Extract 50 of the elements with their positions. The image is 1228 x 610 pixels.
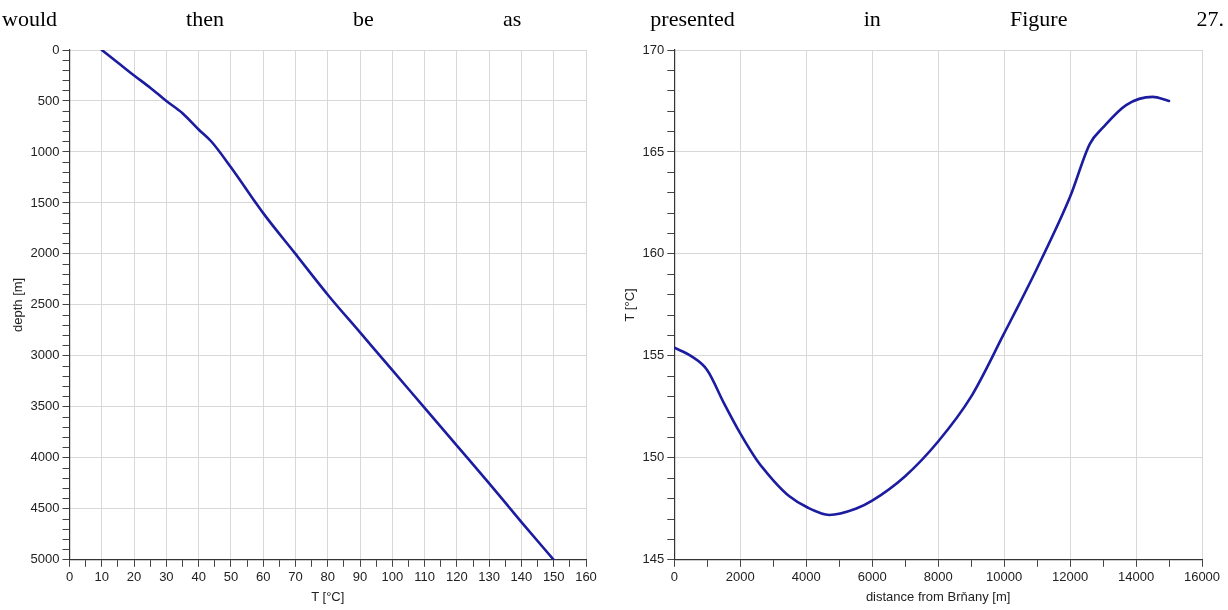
y-tick-label: 4500 <box>30 500 60 516</box>
line-series <box>100 50 556 560</box>
x-tick-label: 110 <box>414 569 435 585</box>
y-tick-label: 145 <box>642 551 665 567</box>
x-axis-title: T [°C] <box>311 588 345 604</box>
x-tick-label: 40 <box>191 569 206 585</box>
y-tick-label: 3000 <box>30 347 60 363</box>
x-tick-label: 0 <box>670 569 678 585</box>
y-tick-label: 2000 <box>30 245 60 261</box>
y-tick-label: 150 <box>642 449 665 465</box>
x-tick-label: 160 <box>575 569 597 585</box>
y-tick-label: 1500 <box>30 194 60 210</box>
y-tick-label: 0 <box>52 41 60 57</box>
x-tick-label: 8000 <box>923 569 953 585</box>
x-tick-label: 120 <box>446 569 468 585</box>
x-tick-label: 0 <box>65 569 74 585</box>
x-tick-label: 16000 <box>1183 569 1221 585</box>
x-tick-label: 12000 <box>1051 569 1089 585</box>
y-tick-label: 5000 <box>30 551 60 567</box>
x-tick-label: 70 <box>288 569 303 585</box>
x-tick-label: 80 <box>320 569 335 585</box>
y-axis-title: depth [m] <box>10 277 26 332</box>
y-tick-label: 500 <box>37 92 60 108</box>
y-tick-label: 4000 <box>30 449 60 465</box>
y-tick-label: 2500 <box>30 296 60 312</box>
x-tick-label: 14000 <box>1117 569 1155 585</box>
x-tick-label: 4000 <box>791 569 821 585</box>
x-tick-label: 20 <box>126 569 142 585</box>
y-tick-label: 165 <box>642 143 665 159</box>
line-series <box>674 95 1171 517</box>
x-tick-label: 30 <box>159 569 174 585</box>
x-tick-label: 60 <box>255 569 271 585</box>
x-tick-label: 10 <box>94 569 110 585</box>
x-tick-label: 150 <box>542 569 565 585</box>
y-tick-label: 1000 <box>30 143 60 159</box>
x-tick-label: 50 <box>223 569 239 585</box>
text: would then be as presented in Figure 27. <box>2 6 1224 32</box>
x-tick-label: 100 <box>381 569 404 585</box>
y-tick-label: 3500 <box>30 398 60 414</box>
x-tick-label: 10000 <box>986 569 1023 585</box>
x-tick-label: 6000 <box>857 569 887 585</box>
x-tick-label: 2000 <box>725 569 755 585</box>
x-axis-title: distance from Brňany [m] <box>865 588 1011 604</box>
x-tick-label: 90 <box>352 569 368 585</box>
x-tick-label: 140 <box>510 569 533 585</box>
y-tick-label: 155 <box>642 347 665 363</box>
y-tick-label: 170 <box>642 41 665 57</box>
x-tick-label: 130 <box>478 569 501 585</box>
y-axis-title: T [°C] <box>622 288 638 322</box>
y-tick-label: 160 <box>642 245 665 261</box>
